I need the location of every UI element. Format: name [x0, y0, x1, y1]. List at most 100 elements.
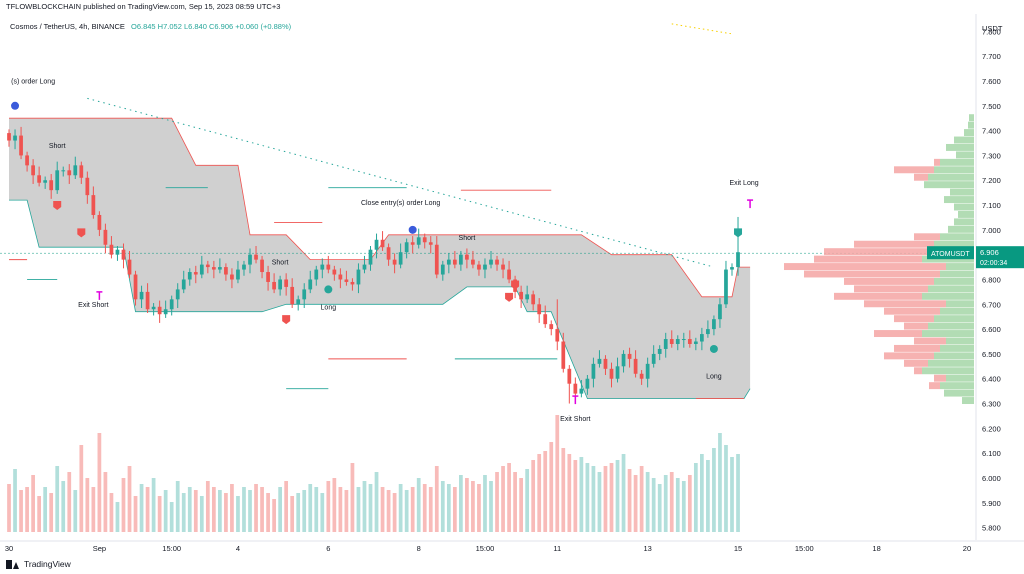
- volume-bar: [537, 454, 542, 532]
- profile-bar-buy: [934, 166, 974, 174]
- profile-bar-buy: [944, 389, 974, 397]
- volume-bars: [7, 415, 740, 532]
- candle-body: [501, 264, 505, 270]
- volume-bar: [109, 493, 114, 532]
- volume-bar: [302, 490, 307, 532]
- profile-bar-sell: [894, 166, 934, 174]
- candle-body: [730, 267, 734, 270]
- volume-bar: [67, 472, 72, 532]
- candle-body: [477, 264, 481, 270]
- candle-body: [139, 291, 144, 300]
- candle-body: [633, 358, 638, 374]
- volume-bar: [49, 493, 54, 532]
- candle-body: [260, 259, 264, 273]
- volume-bar: [459, 475, 463, 532]
- candle-body: [386, 247, 391, 260]
- volume-bar: [169, 502, 174, 532]
- volume-bar: [43, 487, 48, 532]
- profile-bar-buy: [934, 240, 974, 248]
- annotation-exit-short: Exit Short: [560, 416, 590, 423]
- profile-bar-sell: [914, 367, 922, 375]
- candle-body: [91, 195, 96, 215]
- candle-body: [362, 264, 367, 270]
- price-tick-label: 6.700: [982, 300, 1001, 309]
- volume-bar: [525, 469, 530, 532]
- profile-bar-buy: [946, 374, 974, 382]
- candle-body: [609, 368, 614, 379]
- volume-bar: [248, 490, 252, 532]
- profile-bar-buy: [922, 292, 974, 300]
- candle-body: [266, 272, 270, 282]
- candle-body: [712, 319, 716, 330]
- candle-body: [489, 259, 493, 265]
- volume-bar: [410, 487, 415, 532]
- candle-body: [19, 135, 23, 156]
- candle-body: [211, 267, 216, 270]
- countdown-text: 02:00:34: [980, 260, 1007, 267]
- candle-body: [422, 237, 427, 243]
- candle-body: [61, 170, 66, 172]
- candle-body: [67, 170, 72, 176]
- candle-body: [248, 254, 252, 265]
- volume-bar: [549, 442, 554, 532]
- volume-bar: [591, 466, 596, 532]
- volume-bar: [37, 496, 42, 532]
- time-tick-label: 15:00: [476, 544, 495, 553]
- volume-bar: [272, 499, 276, 532]
- currency-label[interactable]: USDT: [982, 24, 1003, 33]
- candle-body: [37, 175, 42, 183]
- price-tick-label: 7.700: [982, 52, 1001, 61]
- profile-bar-sell: [884, 352, 934, 360]
- volume-bar: [386, 490, 391, 532]
- profile-bar-buy: [950, 188, 974, 196]
- profile-bar-buy: [922, 367, 974, 375]
- volume-bar: [314, 487, 319, 532]
- price-tick-label: 6.200: [982, 424, 1001, 433]
- volume-bar: [706, 460, 710, 532]
- candle-body: [121, 249, 126, 260]
- volume-bar: [145, 487, 150, 532]
- volume-bar: [91, 487, 96, 532]
- profile-bar-buy: [958, 210, 974, 218]
- profile-bar-buy: [954, 218, 974, 226]
- candle-body: [398, 252, 403, 265]
- price-tick-label: 6.500: [982, 350, 1001, 359]
- volume-bar: [489, 481, 493, 532]
- candle-body: [278, 279, 282, 290]
- short-signal-badge: [53, 201, 62, 211]
- profile-bar-buy: [956, 151, 974, 159]
- candle-body: [693, 341, 698, 344]
- volume-bar: [224, 493, 228, 532]
- volume-bar: [651, 478, 656, 532]
- volume-bar: [175, 481, 180, 532]
- time-tick-label: 13: [643, 544, 651, 553]
- profile-bar-buy: [948, 225, 974, 233]
- candle-body: [296, 299, 301, 305]
- volume-bar: [133, 496, 138, 532]
- volume-bar: [718, 433, 722, 532]
- candles: [7, 126, 740, 404]
- candle-body: [507, 269, 511, 280]
- profile-bar-sell: [929, 382, 940, 390]
- volume-bar: [483, 475, 487, 532]
- candle-body: [718, 304, 722, 320]
- candle-body: [657, 348, 662, 354]
- price-tick-label: 6.600: [982, 325, 1001, 334]
- volume-bar: [687, 475, 692, 532]
- annotation-short: Short: [459, 235, 476, 242]
- long-entry-icon: [324, 285, 333, 294]
- volume-bar: [736, 454, 740, 532]
- time-tick-label: 4: [236, 544, 240, 553]
- volume-bar: [404, 490, 409, 532]
- price-tick-label: 7.200: [982, 176, 1001, 185]
- time-tick-label: 8: [417, 544, 421, 553]
- candle-body: [675, 339, 680, 344]
- candle-body: [555, 329, 560, 342]
- candle-body: [284, 279, 289, 287]
- candle-body: [645, 363, 650, 379]
- candle-body: [410, 242, 415, 245]
- long-signal-badge: [734, 228, 743, 238]
- price-tick-label: 6.100: [982, 449, 1001, 458]
- profile-bar-sell: [854, 285, 928, 293]
